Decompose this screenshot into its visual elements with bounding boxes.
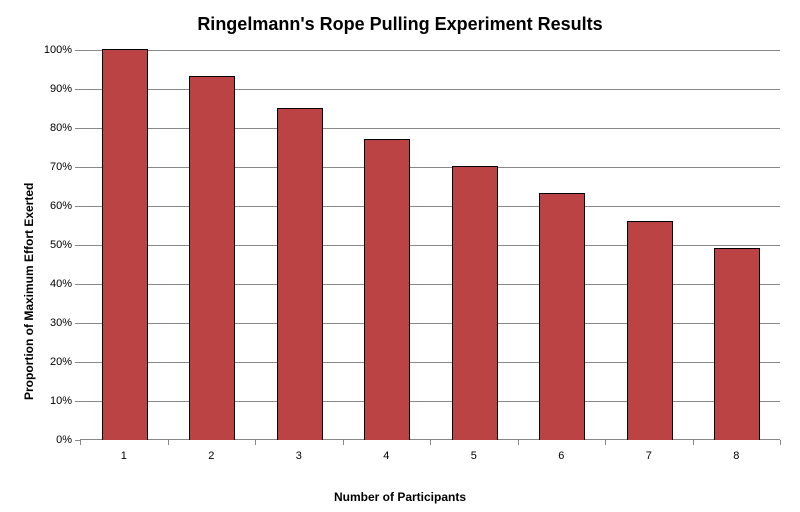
x-tick-mark xyxy=(518,440,519,445)
y-tick-label: 30% xyxy=(30,317,72,329)
bar xyxy=(452,166,498,440)
y-tick-mark xyxy=(75,284,80,285)
x-tick-mark xyxy=(343,440,344,445)
y-tick-label: 60% xyxy=(30,200,72,212)
bar xyxy=(539,193,585,440)
bar xyxy=(714,248,760,440)
x-tick-label: 4 xyxy=(383,450,389,462)
x-tick-mark xyxy=(780,440,781,445)
y-tick-label: 70% xyxy=(30,161,72,173)
y-tick-label: 90% xyxy=(30,83,72,95)
y-tick-mark xyxy=(75,167,80,168)
y-tick-mark xyxy=(75,401,80,402)
gridline xyxy=(80,128,780,129)
y-tick-label: 50% xyxy=(30,239,72,251)
x-tick-label: 1 xyxy=(121,450,127,462)
x-tick-mark xyxy=(605,440,606,445)
gridline xyxy=(80,167,780,168)
y-tick-label: 100% xyxy=(30,44,72,56)
x-tick-mark xyxy=(168,440,169,445)
x-tick-mark xyxy=(430,440,431,445)
gridline xyxy=(80,401,780,402)
gridline xyxy=(80,245,780,246)
y-tick-label: 10% xyxy=(30,395,72,407)
y-tick-mark xyxy=(75,206,80,207)
x-tick-label: 2 xyxy=(208,450,214,462)
gridline xyxy=(80,206,780,207)
y-tick-mark xyxy=(75,89,80,90)
chart-title: Ringelmann's Rope Pulling Experiment Res… xyxy=(0,14,800,35)
bar xyxy=(627,221,673,440)
y-tick-label: 0% xyxy=(30,434,72,446)
gridline xyxy=(80,362,780,363)
bar xyxy=(102,49,148,440)
chart-container: Ringelmann's Rope Pulling Experiment Res… xyxy=(0,0,800,512)
y-tick-label: 80% xyxy=(30,122,72,134)
bar xyxy=(277,108,323,441)
gridline xyxy=(80,284,780,285)
y-tick-label: 20% xyxy=(30,356,72,368)
x-tick-label: 3 xyxy=(296,450,302,462)
x-tick-label: 5 xyxy=(471,450,477,462)
y-tick-label: 40% xyxy=(30,278,72,290)
bar xyxy=(189,76,235,440)
gridline xyxy=(80,89,780,90)
x-tick-label: 6 xyxy=(558,450,564,462)
x-tick-mark xyxy=(80,440,81,445)
x-tick-mark xyxy=(693,440,694,445)
y-tick-mark xyxy=(75,50,80,51)
y-tick-mark xyxy=(75,245,80,246)
plot-area: 0%10%20%30%40%50%60%70%80%90%100%1234567… xyxy=(80,50,780,440)
gridline xyxy=(80,50,780,51)
y-tick-mark xyxy=(75,362,80,363)
gridline xyxy=(80,323,780,324)
y-tick-mark xyxy=(75,128,80,129)
x-tick-mark xyxy=(255,440,256,445)
y-tick-mark xyxy=(75,323,80,324)
x-tick-label: 8 xyxy=(733,450,739,462)
x-tick-label: 7 xyxy=(646,450,652,462)
x-axis-label: Number of Participants xyxy=(0,490,800,504)
bar xyxy=(364,139,410,440)
